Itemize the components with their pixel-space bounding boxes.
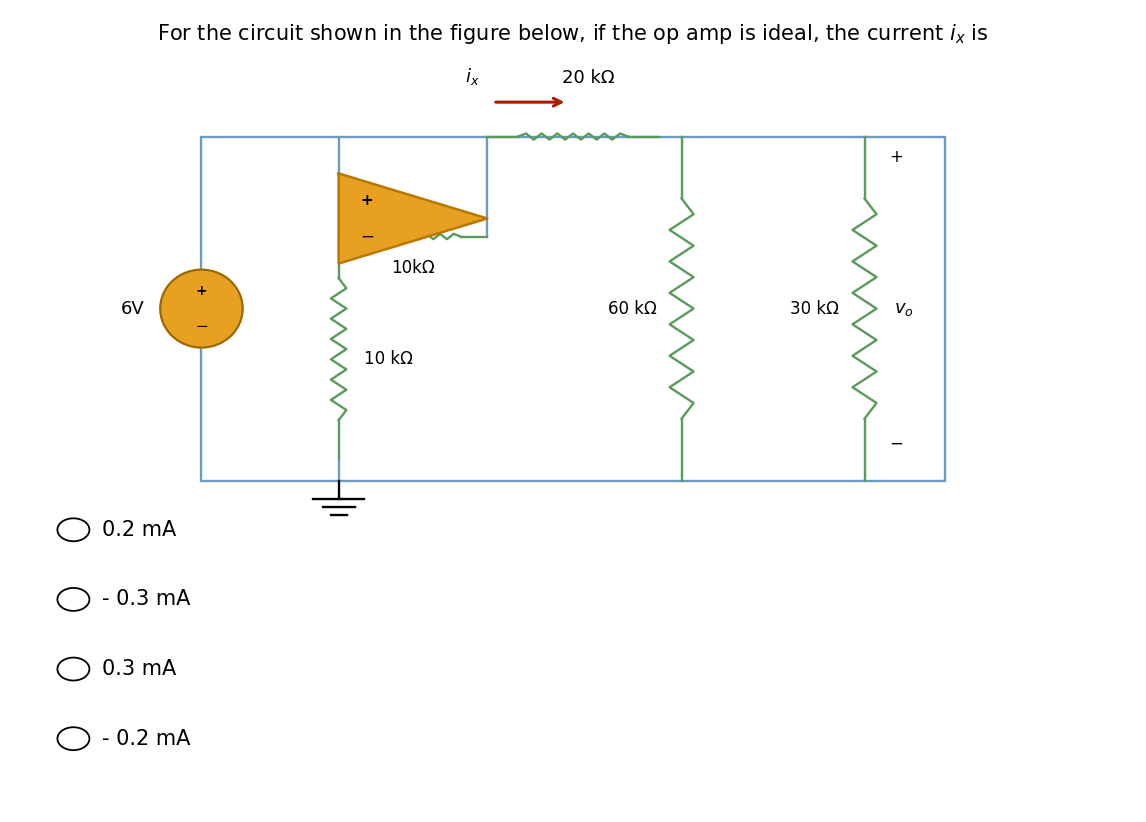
Text: 6V: 6V — [120, 299, 144, 317]
Text: For the circuit shown in the figure below, if the op amp is ideal, the current $: For the circuit shown in the figure belo… — [157, 22, 989, 46]
Ellipse shape — [160, 270, 243, 348]
Text: $i_x$: $i_x$ — [465, 67, 480, 87]
Text: −: − — [195, 319, 207, 334]
Text: −: − — [360, 228, 374, 246]
Text: - 0.3 mA: - 0.3 mA — [102, 589, 190, 609]
Text: $v_o$: $v_o$ — [894, 299, 915, 317]
Text: +: + — [361, 193, 374, 208]
Polygon shape — [338, 173, 487, 264]
Text: 10 kΩ: 10 kΩ — [363, 349, 413, 367]
Text: 60 kΩ: 60 kΩ — [607, 299, 657, 317]
Text: 0.3 mA: 0.3 mA — [102, 659, 176, 679]
Text: - 0.2 mA: - 0.2 mA — [102, 728, 190, 749]
Text: 10kΩ: 10kΩ — [391, 260, 434, 278]
Text: 0.2 mA: 0.2 mA — [102, 520, 176, 540]
Text: 30 kΩ: 30 kΩ — [791, 299, 839, 317]
Text: −: − — [889, 435, 903, 453]
Text: 20 kΩ: 20 kΩ — [562, 69, 614, 87]
Text: +: + — [889, 148, 903, 166]
Text: +: + — [196, 284, 207, 298]
